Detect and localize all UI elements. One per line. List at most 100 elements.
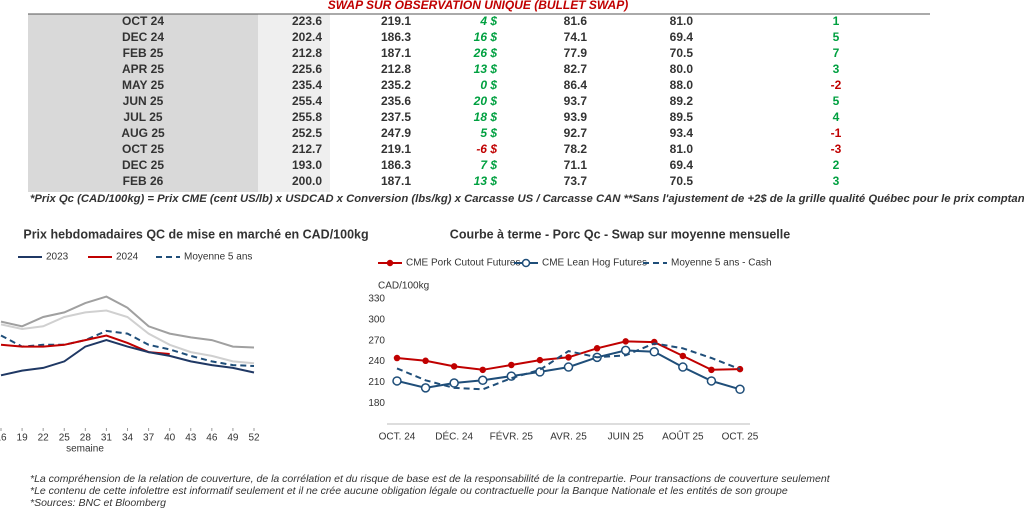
table-cell: 219.1 xyxy=(381,14,411,28)
note: *La compréhension de la relation de couv… xyxy=(30,473,831,485)
marker xyxy=(679,352,687,360)
note: *Sources: BNC et Bloomberg xyxy=(30,497,166,509)
table-cell: 235.2 xyxy=(381,78,411,92)
x-tick-label: 40 xyxy=(164,433,176,444)
y-tick-label: 210 xyxy=(368,377,385,388)
y-tick-label: 330 xyxy=(368,294,385,305)
footnote: *Prix Qc (CAD/100kg) = Prix CME (cent US… xyxy=(30,193,1024,205)
table-cell: -1 xyxy=(831,126,842,140)
table-cell: 193.0 xyxy=(292,158,322,172)
table-cell: 3 xyxy=(833,62,840,76)
series-line xyxy=(0,329,255,367)
x-tick-label: AVR. 25 xyxy=(550,432,587,443)
series-line xyxy=(396,342,741,391)
x-tick-label: 28 xyxy=(80,433,92,444)
table-cell: 0 $ xyxy=(480,78,497,92)
table-cell: 5 xyxy=(833,94,840,108)
table-title: SWAP SUR OBSERVATION UNIQUE (BULLET SWAP… xyxy=(328,0,628,12)
marker xyxy=(593,345,601,352)
x-tick-label: OCT. 24 xyxy=(379,432,416,443)
table-cell: 26 $ xyxy=(473,46,498,60)
table-cell: 82.7 xyxy=(564,62,588,76)
x-tick-label: AOÛT 25 xyxy=(662,430,704,443)
legend-label: CME Pork Cutout Futures xyxy=(406,258,520,269)
table-cell: 255.8 xyxy=(292,110,322,124)
table-cell: 13 $ xyxy=(474,62,498,76)
legend-label: Moyenne 5 ans xyxy=(184,252,252,263)
table-cell: 202.4 xyxy=(292,30,322,44)
row-label: JUL 25 xyxy=(123,110,162,124)
x-tick-label: 22 xyxy=(38,433,50,444)
table-cell: 93.9 xyxy=(564,110,588,124)
x-tick-label: JUIN 25 xyxy=(608,432,645,443)
x-tick-label: 25 xyxy=(59,433,71,444)
y-tick-label: 240 xyxy=(368,356,385,367)
marker xyxy=(565,354,572,361)
x-tick-label: 31 xyxy=(101,433,113,444)
row-label: FEB 25 xyxy=(123,46,164,60)
table-cell: 92.7 xyxy=(564,126,588,140)
marker xyxy=(563,362,574,372)
series-line xyxy=(0,309,255,365)
x-tick-label: DÉC. 24 xyxy=(435,430,473,443)
y-tick-label: 270 xyxy=(368,335,385,346)
label-column-bg xyxy=(28,14,258,192)
table-cell: 93.7 xyxy=(564,94,588,108)
x-tick-label: 19 xyxy=(17,433,29,444)
table-cell: 3 xyxy=(833,174,840,188)
marker xyxy=(450,363,458,370)
table-cell: 86.4 xyxy=(564,78,588,92)
legend-marker xyxy=(386,259,394,267)
x-axis-label: semaine xyxy=(66,444,104,455)
table-cell: 255.4 xyxy=(292,94,322,108)
x-tick-label: 46 xyxy=(206,433,218,444)
marker xyxy=(392,376,402,386)
y-tick-label: 180 xyxy=(368,398,385,409)
table-cell: 18 $ xyxy=(474,110,498,124)
value-column-bg xyxy=(258,14,330,192)
table-cell: 70.5 xyxy=(670,174,694,188)
legend-label: Moyenne 5 ans - Cash xyxy=(671,258,772,269)
row-label: DEC 25 xyxy=(122,158,164,172)
table-cell: 235.6 xyxy=(381,94,411,108)
row-label: OCT 24 xyxy=(122,14,164,28)
legend-label: 2023 xyxy=(46,252,69,263)
table-cell: 20 $ xyxy=(473,94,498,108)
row-label: AUG 25 xyxy=(121,126,165,140)
table-cell: 89.2 xyxy=(670,94,694,108)
marker xyxy=(422,357,429,365)
table-cell: 219.1 xyxy=(381,142,411,156)
marker xyxy=(393,354,401,362)
table-cell: 81.6 xyxy=(564,14,588,28)
table-cell: 16 $ xyxy=(474,30,498,44)
table-cell: -2 xyxy=(831,78,842,92)
table-cell: 88.0 xyxy=(670,78,694,92)
table-cell: 7 $ xyxy=(480,158,497,172)
marker xyxy=(536,356,544,364)
table-cell: -3 xyxy=(831,142,842,156)
table-cell: 89.5 xyxy=(670,110,694,124)
marker xyxy=(506,371,517,381)
marker xyxy=(708,366,715,374)
table-cell: 1 xyxy=(833,14,840,28)
table-cell: -6 $ xyxy=(476,142,497,156)
table-cell: 212.7 xyxy=(292,142,322,156)
table-cell: 7 xyxy=(833,46,840,60)
legend-marker xyxy=(521,258,531,268)
table-cell: 247.9 xyxy=(381,126,411,140)
table-cell: 2 xyxy=(833,158,840,172)
series-line xyxy=(0,339,255,377)
marker xyxy=(478,375,488,385)
marker xyxy=(449,378,459,388)
marker xyxy=(735,384,745,395)
table-cell: 70.5 xyxy=(670,46,694,60)
legend-label: CME Lean Hog Futures xyxy=(542,258,647,269)
row-label: DEC 24 xyxy=(122,30,164,44)
table-cell: 77.9 xyxy=(564,46,588,60)
x-tick-label: 34 xyxy=(122,433,134,444)
table-cell: 186.3 xyxy=(381,158,411,172)
table-cell: 225.6 xyxy=(292,62,322,76)
x-tick-label: 52 xyxy=(248,433,260,444)
table-cell: 186.3 xyxy=(381,30,411,44)
